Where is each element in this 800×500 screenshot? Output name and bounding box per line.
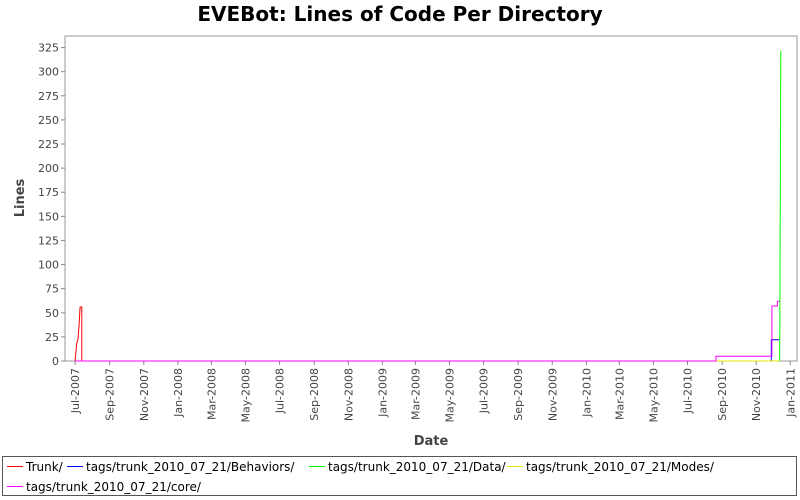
y-tick-label: 50 xyxy=(45,307,59,320)
y-tick-label: 225 xyxy=(38,138,59,151)
plot-area xyxy=(64,35,798,362)
x-tick-label: Jan-2010 xyxy=(580,368,593,418)
legend-label: tags/trunk_2010_07_21/Modes/ xyxy=(526,460,714,474)
legend-swatch xyxy=(507,466,523,467)
y-axis: 0 25 50 75 100 125 150 175 200 225 250 275 300 325 xyxy=(38,42,65,368)
x-tick-label: Sep-2008 xyxy=(308,368,321,421)
x-tick-label: Nov-2007 xyxy=(138,368,151,421)
series-line-0 xyxy=(74,306,780,362)
x-tick-label: May-2010 xyxy=(647,368,660,423)
legend-label: tags/trunk_2010_07_21/Data/ xyxy=(328,460,506,474)
legend: Trunk/tags/trunk_2010_07_21/Behaviors/ta… xyxy=(2,456,797,496)
legend-item: tags/trunk_2010_07_21/core/ xyxy=(7,480,201,494)
y-axis-label: Lines xyxy=(13,178,28,217)
y-tick-label: 100 xyxy=(38,259,59,272)
legend-swatch xyxy=(309,466,325,467)
legend-swatch xyxy=(7,486,23,487)
x-tick-label: Nov-2008 xyxy=(342,368,355,421)
x-tick-label: Jan-2008 xyxy=(172,368,185,418)
x-tick-label: Jul-2007 xyxy=(69,368,82,414)
legend-swatch xyxy=(67,466,83,467)
x-axis: Jul-2007 Sep-2007 Nov-2007 Jan-2008 Mar-2008… xyxy=(69,361,797,423)
legend-label: Trunk/ xyxy=(26,460,63,474)
y-tick-label: 150 xyxy=(38,210,59,223)
series-line-4 xyxy=(75,300,780,362)
series-lines xyxy=(74,50,782,362)
legend-item: tags/trunk_2010_07_21/Data/ xyxy=(309,460,506,474)
x-axis-label: Date xyxy=(414,434,449,449)
x-tick-label: May-2008 xyxy=(239,368,252,423)
x-tick-label: Sep-2009 xyxy=(512,368,525,421)
x-tick-label: Jan-2011 xyxy=(784,368,797,418)
x-tick-label: Jul-2008 xyxy=(274,368,287,414)
x-tick-label: Mar-2009 xyxy=(409,368,422,420)
legend-item: tags/trunk_2010_07_21/Behaviors/ xyxy=(67,460,294,474)
y-tick-label: 125 xyxy=(38,234,59,247)
x-tick-label: May-2009 xyxy=(443,368,456,423)
x-tick-label: Sep-2007 xyxy=(104,368,117,421)
y-tick-label: 200 xyxy=(38,162,59,175)
x-tick-label: Nov-2010 xyxy=(750,368,763,421)
chart: EVEBot: Lines of Code Per Directory 0 25 5… xyxy=(13,2,798,449)
y-tick-label: 25 xyxy=(45,331,59,344)
legend-item: tags/trunk_2010_07_21/Modes/ xyxy=(507,460,714,474)
x-tick-label: Sep-2010 xyxy=(716,368,729,421)
y-tick-label: 325 xyxy=(38,42,59,55)
x-tick-label: Mar-2010 xyxy=(613,368,626,420)
legend-item: Trunk/ xyxy=(7,460,63,474)
y-tick-label: 0 xyxy=(52,355,59,368)
legend-swatch xyxy=(7,466,23,467)
x-tick-label: Jul-2009 xyxy=(478,368,491,414)
legend-label: tags/trunk_2010_07_21/core/ xyxy=(26,480,201,494)
y-tick-label: 75 xyxy=(45,283,59,296)
x-tick-label: Nov-2009 xyxy=(546,368,559,421)
x-tick-label: Jan-2009 xyxy=(376,368,389,418)
y-tick-label: 300 xyxy=(38,66,59,79)
legend-label: tags/trunk_2010_07_21/Behaviors/ xyxy=(86,460,295,474)
chart-title: EVEBot: Lines of Code Per Directory xyxy=(197,2,602,26)
x-tick-label: Jul-2010 xyxy=(681,368,694,414)
x-tick-label: Mar-2008 xyxy=(205,368,218,420)
y-tick-label: 250 xyxy=(38,114,59,127)
y-tick-label: 275 xyxy=(38,90,59,103)
y-tick-label: 175 xyxy=(38,186,59,199)
